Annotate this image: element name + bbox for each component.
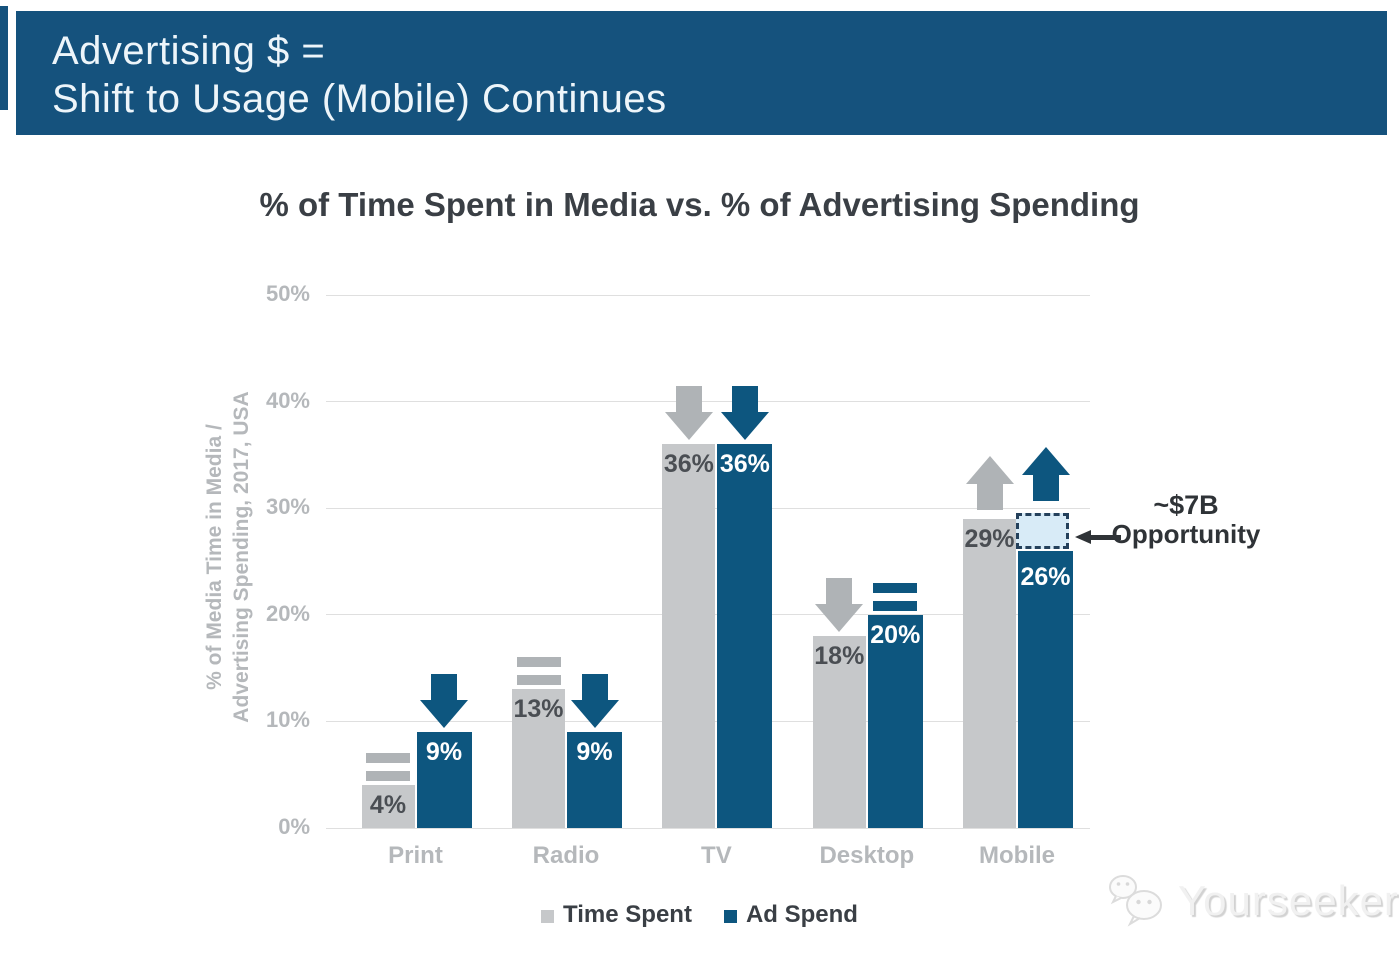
gridline-0% [326,827,1090,829]
bar-mobile-time-spent [963,518,1016,828]
opportunity-gap-box [1016,512,1069,549]
watermark: Yourseeker [1106,872,1399,930]
banner-line-1: Advertising $ = [52,29,326,73]
down-arrow-icon-print-1 [420,674,468,729]
plot-area: 0% 10% 20% 30% 40% 50% Print 4% 9% Radio 13% 9% TV 36… [266,281,1090,869]
bar-print-ad-spend [416,732,472,828]
legend-label: Time Spent [563,901,692,928]
wechat-logo-icon [1109,875,1162,927]
y-tick-40%: 40% [265,387,310,413]
up-arrow-icon-mobile-1 [1021,446,1070,501]
y-axis-label-line-1: % of Media Time in Media / [203,424,226,690]
bar-desktop-ad-spend [867,614,923,828]
annotation-arrow-line [1090,535,1121,540]
bar-value-desktop-time-spent: 18% [814,642,865,671]
equal-icon-print-0 [366,753,410,789]
bar-value-print-time-spent: 4% [369,791,407,820]
down-arrow-icon-radio-1 [570,674,619,729]
opportunity-annotation: ~$7B Opportunity [1101,490,1271,549]
y-tick-30%: 30% [265,494,310,520]
down-arrow-icon-desktop-0 [815,578,864,633]
x-label-tv: TV [701,842,732,869]
opportunity-label: Opportunity [1111,519,1261,549]
y-tick-10%: 10% [265,707,310,733]
opportunity-value: ~$7B [1153,490,1219,520]
equal-bar [873,582,918,593]
gridline-50% [326,294,1090,296]
banner-line-2: Shift to Usage (Mobile) Continues [52,77,667,121]
equal-icon-desktop-1 [873,582,918,619]
left-edge-accent-strip [0,6,8,110]
bar-value-mobile-ad-spend: 26% [1020,562,1071,591]
bar-value-tv-time-spent: 36% [663,450,714,479]
bar-value-desktop-ad-spend: 20% [870,620,921,649]
equal-bar [366,771,410,782]
down-arrow-icon-tv-0 [664,386,713,441]
bar-value-print-ad-spend: 9% [425,738,463,767]
bar-print-time-spent [361,785,415,828]
bar-tv-ad-spend [717,444,773,828]
y-tick-20%: 20% [265,600,310,626]
bar-radio-ad-spend [567,732,622,828]
down-arrow-icon-tv-1 [720,386,769,441]
equal-bar [516,657,561,668]
gridline-40% [326,401,1090,403]
y-tick-0%: 0% [278,814,310,839]
x-label-radio: Radio [532,842,600,869]
equal-icon-radio-0 [516,657,561,693]
legend-label: Ad Spend [745,901,858,928]
equal-bar [516,675,561,686]
x-label-mobile: Mobile [979,842,1055,869]
chart-title: % of Time Spent in Media vs. % of Advert… [259,186,1140,223]
legend-swatch-icon [723,909,737,923]
legend-item-time-spent: Time Spent [541,901,692,929]
equal-bar [873,600,918,611]
y-tick-50%: 50% [265,281,310,306]
chart-legend: Time Spent Ad Spend [0,901,1399,929]
legend-swatch-icon [541,909,555,923]
bar-mobile-ad-spend [1018,550,1073,828]
annotation-arrow-icon [1075,530,1091,544]
watermark-text: Yourseeker [1178,877,1399,924]
equal-bar [366,753,410,764]
bar-tv-time-spent [662,444,716,828]
bar-value-tv-ad-spend: 36% [719,450,770,479]
x-label-print: Print [388,842,443,869]
y-axis-label-line-2: Advertising Spending, 2017, USA [230,391,253,723]
bar-value-radio-ad-spend: 9% [576,738,613,767]
x-label-desktop: Desktop [819,842,915,869]
bar-value-mobile-time-spent: 29% [964,524,1015,553]
legend-item-ad-spend: Ad Spend [723,901,858,929]
bar-value-radio-time-spent: 13% [513,695,564,724]
bar-desktop-time-spent [812,636,866,828]
bar-radio-time-spent [512,689,565,828]
y-axis-label: % of Media Time in Media / Advertising S… [201,391,255,722]
up-arrow-icon-mobile-0 [965,455,1014,510]
title-banner: Advertising $ = Shift to Usage (Mobile) … [16,11,1387,135]
